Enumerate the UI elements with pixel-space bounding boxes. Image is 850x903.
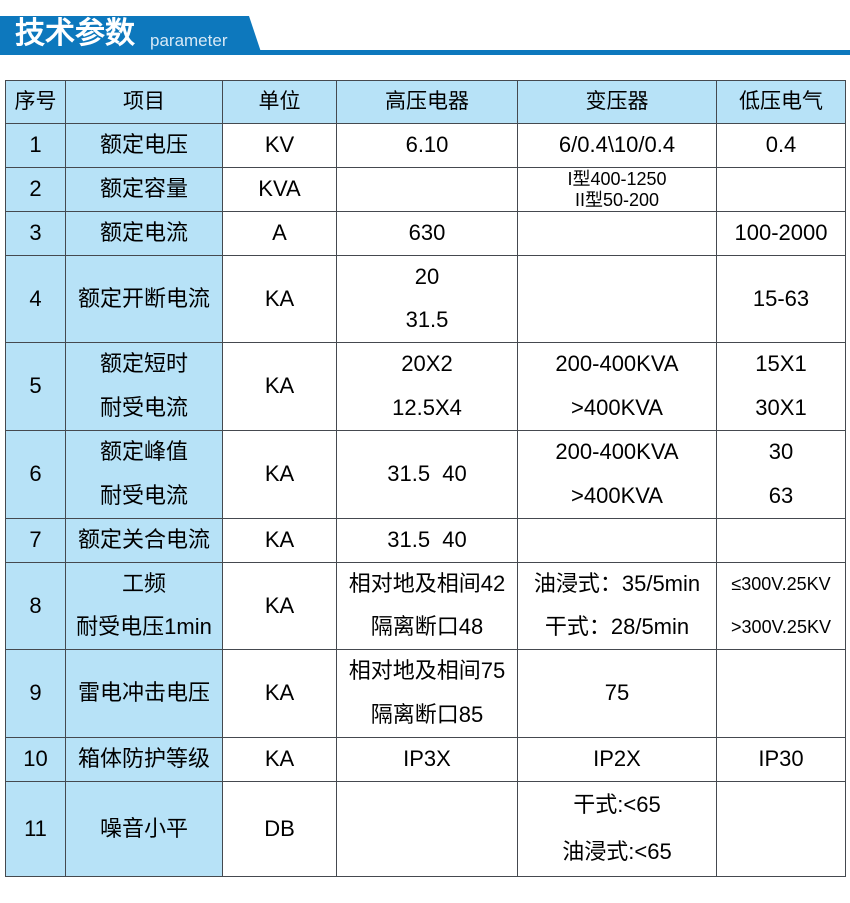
svg-text:parameter: parameter <box>150 31 228 50</box>
svg-text:技术参数: 技术参数 <box>15 17 136 50</box>
